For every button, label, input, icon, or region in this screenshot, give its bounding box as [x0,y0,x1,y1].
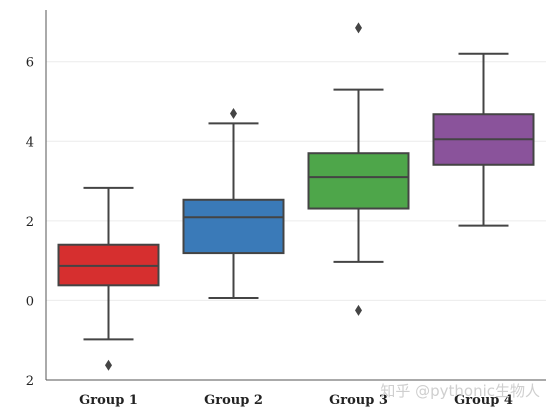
axes [45,10,546,381]
y-tick-label: 4 [26,135,34,150]
outlier-point [105,359,112,371]
box-4 [432,52,535,227]
y-tick-label: 2 [26,215,34,230]
x-tick-label: Group 3 [329,393,388,408]
grid-lines [46,61,546,381]
boxes [57,22,535,371]
iqr-box [307,152,410,210]
x-tick-label: Group 2 [204,393,263,408]
y-tick-label: 0 [26,294,34,309]
box-2 [182,107,285,300]
x-tick-label: Group 4 [454,393,513,408]
x-tick-label: Group 1 [79,393,138,408]
tick-labels: 2 0 2 4 6 Group 1 Group 2 Group 3 Group 4 [26,56,513,408]
box-1 [57,186,160,371]
box-3 [307,22,410,316]
iqr-box [182,198,285,255]
y-tick-label: 6 [26,56,34,71]
outlier-point [355,22,362,34]
outlier-point [230,107,237,119]
watermark-text: 知乎 @pythonic生物人 [380,382,540,400]
y-tick-label: 2 [26,374,34,389]
outlier-point [355,304,362,316]
